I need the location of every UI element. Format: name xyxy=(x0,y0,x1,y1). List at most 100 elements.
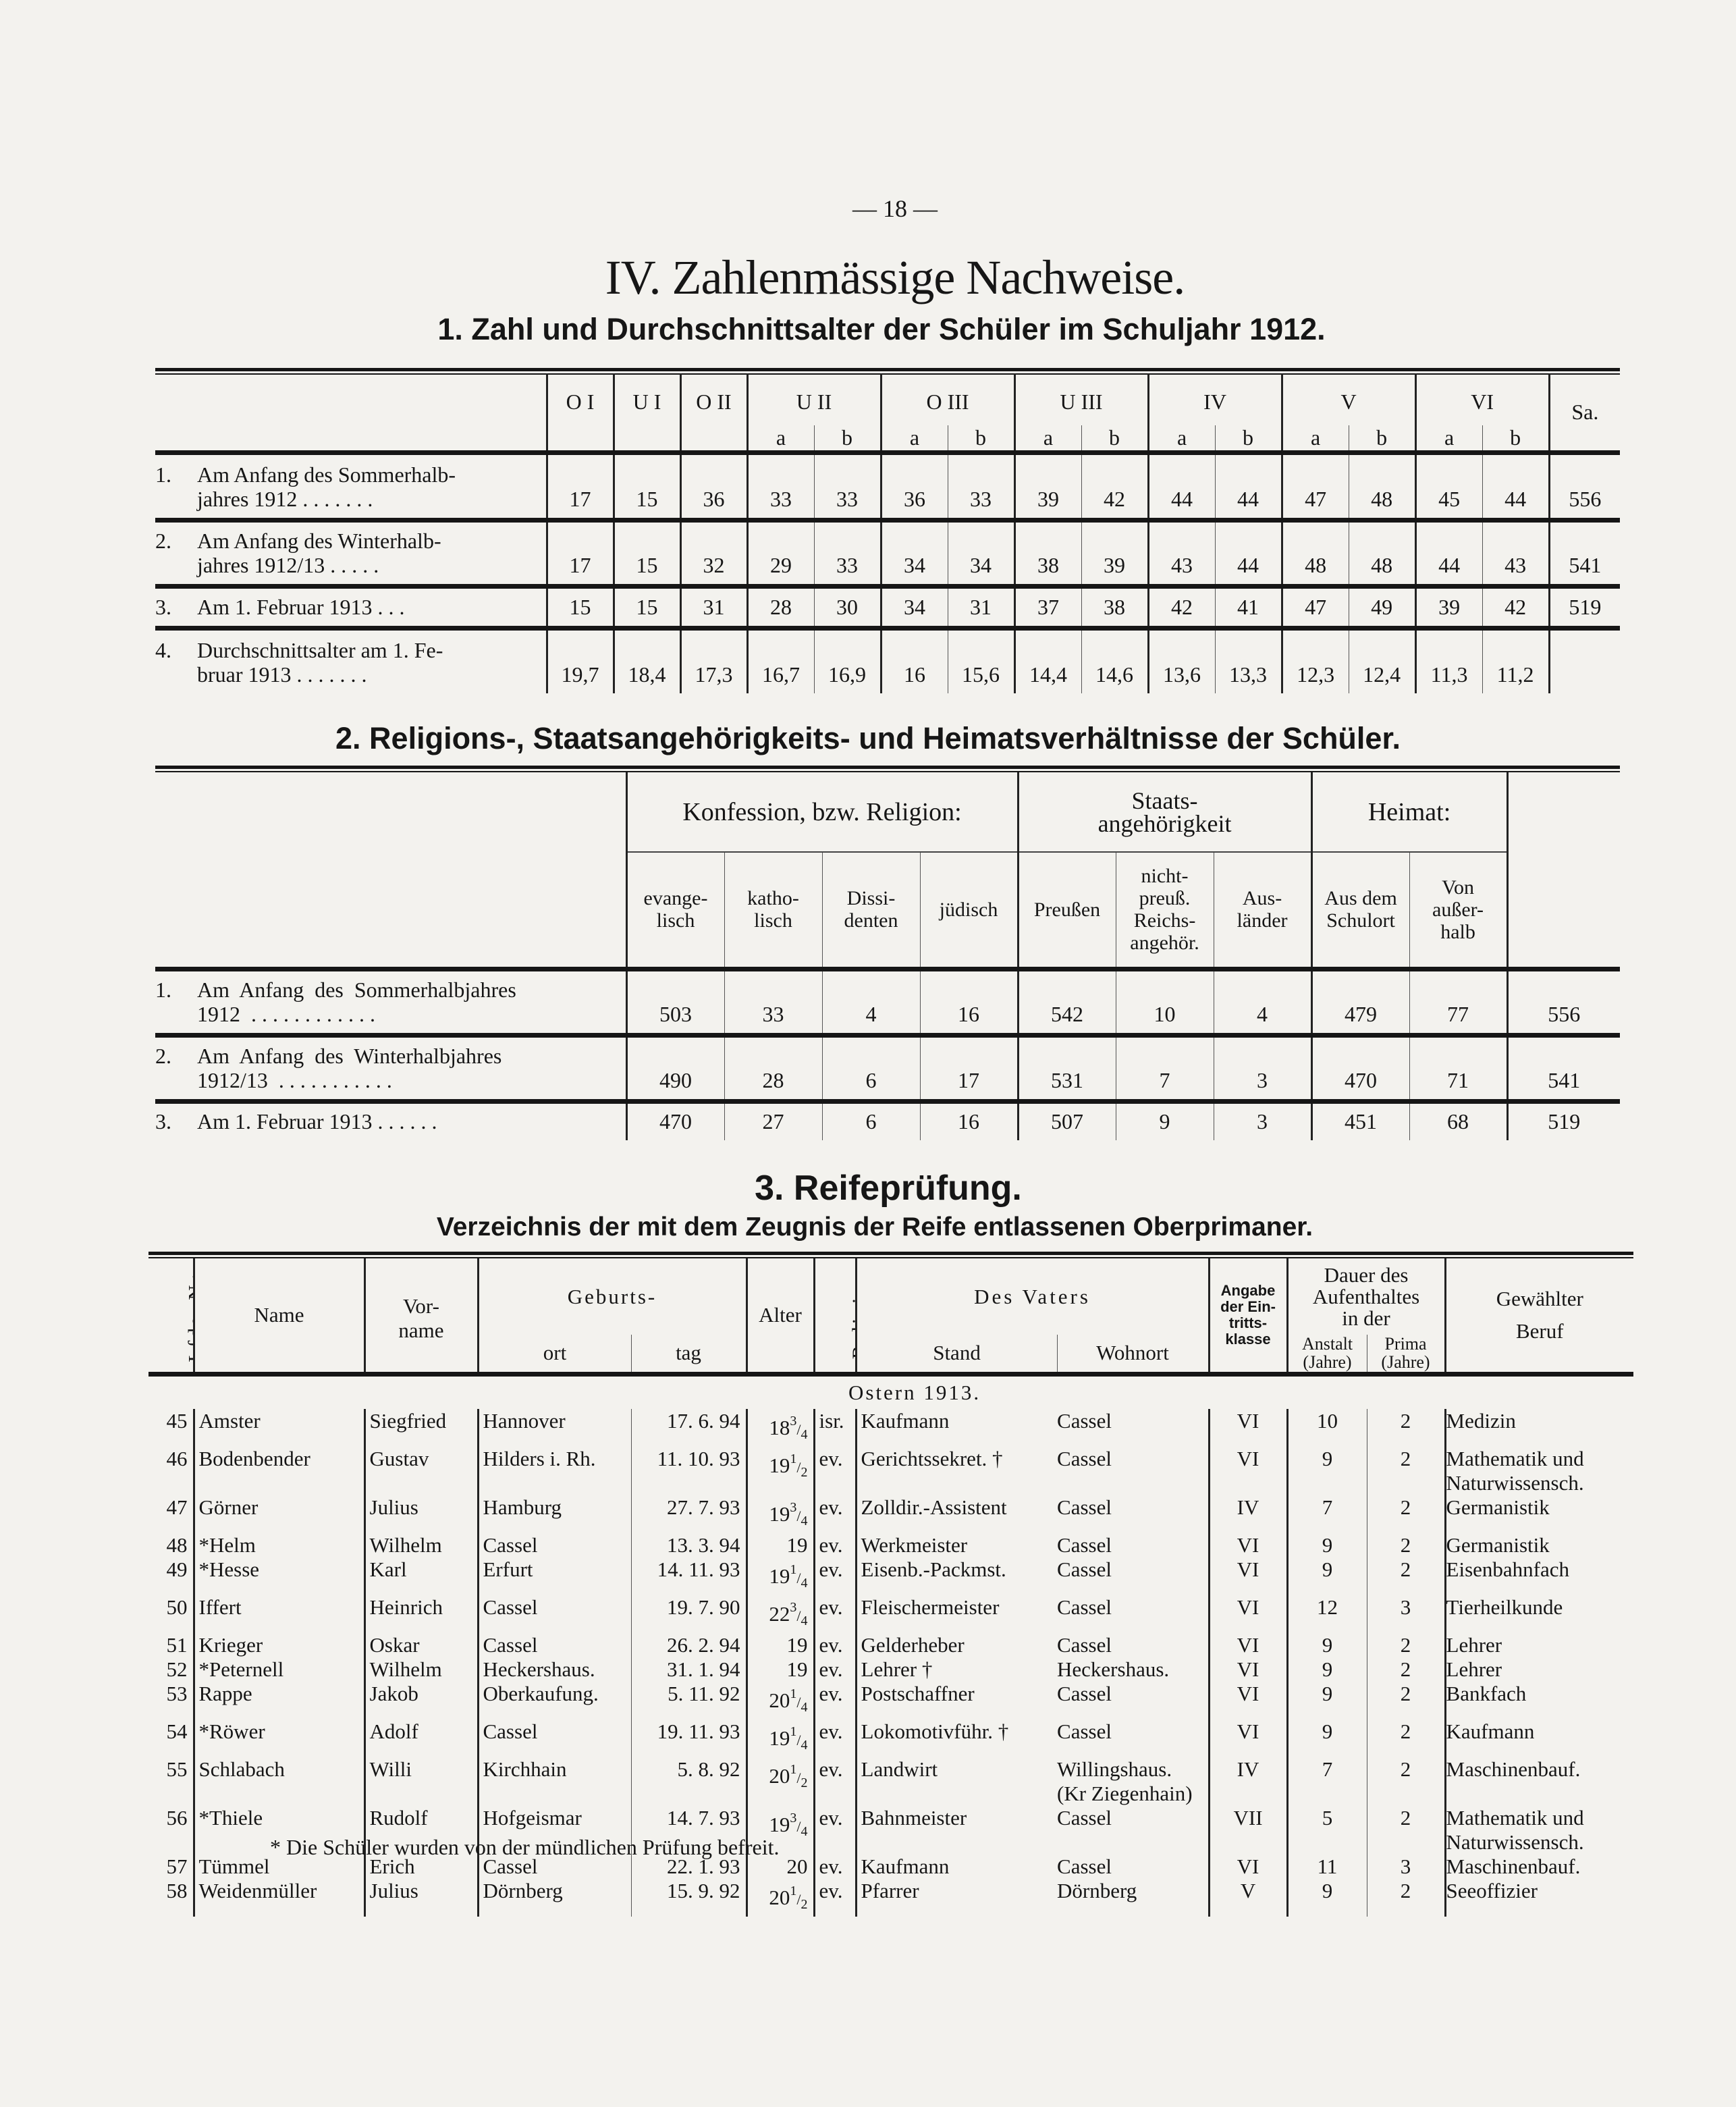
cell-value: 18,4 xyxy=(614,628,682,693)
cell-value: 71 xyxy=(1409,1035,1509,1104)
cell-value: 16 xyxy=(920,1101,1019,1140)
row-number: 2. xyxy=(155,1043,171,1068)
fraction-slash: / xyxy=(796,1459,801,1476)
fraction-slash: / xyxy=(796,1891,801,1908)
row-label: 2. Am Anfang des Winterhalbjahres 1912/13 … xyxy=(155,1035,628,1104)
birth-date: 31. 1. 94 xyxy=(631,1657,748,1682)
name: *Helm xyxy=(194,1533,366,1557)
age-value: 22 xyxy=(769,1602,790,1626)
age-fraction-numerator: 3 xyxy=(790,1414,797,1429)
name-header: Name xyxy=(194,1258,366,1377)
cell-value: 33 xyxy=(948,452,1016,523)
years-at-school: 9 xyxy=(1287,1682,1367,1719)
table-1-top-rule xyxy=(155,368,1620,371)
cell-value: 7 xyxy=(1116,1035,1214,1104)
cell-value: 17 xyxy=(547,520,615,589)
age-value: 19 xyxy=(769,1564,790,1588)
age-fraction-numerator: 3 xyxy=(790,1500,797,1515)
table-row: 58 Weidenmüller Julius Dörnberg 15. 9. 92 201… xyxy=(148,1879,1633,1917)
table-row: 52 *Peternell Wilhelm Heckershaus. 31. 1. 94… xyxy=(148,1657,1633,1682)
name: *Peternell xyxy=(194,1657,366,1682)
entry-class: VII xyxy=(1209,1806,1289,1855)
birth-place: Cassel xyxy=(478,1595,632,1633)
cell-value: 490 xyxy=(626,1035,725,1104)
sub-header-b: b xyxy=(1215,425,1283,455)
table-2-top-rule xyxy=(155,766,1620,769)
cell-value: 42 xyxy=(1081,452,1149,523)
age: 191/4 xyxy=(747,1719,815,1757)
cell-value: 6 xyxy=(822,1101,921,1140)
religion: ev. xyxy=(814,1447,857,1495)
father-residence: Cassel xyxy=(1057,1633,1210,1657)
cell-value: 19,7 xyxy=(547,628,615,693)
age-value: 19 xyxy=(769,1726,790,1750)
table-row: 1. Am Anfang des Sommerhalbjahres 1912 . .… xyxy=(155,969,1621,1038)
cell-value: 33 xyxy=(747,452,815,523)
birth-place: Oberkaufung. xyxy=(478,1682,632,1719)
age-value: 20 xyxy=(769,1764,790,1788)
years-in-prima: 2 xyxy=(1367,1879,1446,1917)
years-at-school: 11 xyxy=(1287,1855,1367,1879)
row-label-line: Am 1. Februar 1913 . . . . . . xyxy=(197,1109,437,1133)
cell-value: 43 xyxy=(1482,520,1550,589)
birth-place: Cassel xyxy=(478,1855,632,1879)
age: 193/4 xyxy=(747,1806,815,1855)
row-number: 3. xyxy=(155,594,171,619)
chosen-profession: Germanistik xyxy=(1446,1495,1550,1519)
birth-date: 15. 9. 92 xyxy=(631,1879,748,1917)
cell-value: 32 xyxy=(680,520,749,589)
section-2-heading: 2. Religions-, Staatsangehörigkeits- und… xyxy=(335,721,1401,755)
cell-value: 36 xyxy=(881,452,948,523)
age: 20 xyxy=(747,1855,815,1879)
cell-value: 556 xyxy=(1549,452,1621,523)
age-fraction-denominator: 4 xyxy=(801,1700,808,1715)
column-group-header: O III xyxy=(881,373,1016,425)
age-fraction-numerator: 1 xyxy=(790,1686,797,1701)
entry-class: V xyxy=(1209,1879,1289,1917)
cell-value: 43 xyxy=(1148,520,1216,589)
prima-header: Prima (Jahre) xyxy=(1367,1335,1446,1377)
sub-header-a: a xyxy=(747,425,815,455)
age: 19 xyxy=(747,1657,815,1682)
cell-value: 31 xyxy=(680,586,749,631)
birth-date: 14. 7. 93 xyxy=(631,1806,748,1855)
cell-value: 519 xyxy=(1548,1109,1581,1133)
age: 201/4 xyxy=(747,1682,815,1719)
stand-header: Stand xyxy=(856,1335,1058,1377)
cell-value: 42 xyxy=(1148,586,1216,631)
sub-header-b: b xyxy=(814,425,882,455)
cell-value: 39 xyxy=(1415,586,1483,631)
name: Tümmel xyxy=(194,1855,366,1879)
header-blank xyxy=(155,373,548,455)
entry-class: VI xyxy=(1209,1533,1289,1557)
section-3-subheading: Verzeichnis der mit dem Zeugnis der Reif… xyxy=(436,1212,1313,1242)
cell-value: 39 xyxy=(1014,452,1082,523)
age: 223/4 xyxy=(747,1595,815,1633)
cell-value: 15 xyxy=(547,586,615,631)
column-group-header: IV xyxy=(1148,373,1283,425)
years-in-prima: 3 xyxy=(1367,1855,1446,1879)
entry-class: VI xyxy=(1209,1682,1289,1719)
years-at-school: 7 xyxy=(1287,1757,1367,1806)
cell-value: 17 xyxy=(547,452,615,523)
years-in-prima: 2 xyxy=(1367,1409,1446,1447)
cell-value: 13,3 xyxy=(1215,628,1283,693)
table-row: 4. Durchschnittsalter am 1. Fe-bruar 1913… xyxy=(155,628,1620,693)
age-value: 19 xyxy=(786,1633,808,1657)
cell-value: 47 xyxy=(1282,586,1349,631)
years-at-school: 5 xyxy=(1287,1806,1367,1855)
cell-value: 15 xyxy=(614,586,682,631)
sub-header-a: a xyxy=(1282,425,1349,455)
vorname: Erich xyxy=(364,1855,479,1879)
vorname: Julius xyxy=(364,1879,479,1917)
religion: ev. xyxy=(814,1757,857,1806)
column-group-header: Staats- angehörigkeit xyxy=(1018,772,1313,853)
fraction-slash: / xyxy=(796,1421,801,1438)
cell-value: 48 xyxy=(1282,520,1349,589)
column-group-header: V xyxy=(1282,373,1417,425)
father-residence: Cassel xyxy=(1057,1719,1210,1757)
age: 19 xyxy=(747,1633,815,1657)
cell-value: 68 xyxy=(1409,1101,1509,1140)
table-row: 46 Bodenbender Gustav Hilders i. Rh. 11. 10.… xyxy=(148,1447,1633,1495)
